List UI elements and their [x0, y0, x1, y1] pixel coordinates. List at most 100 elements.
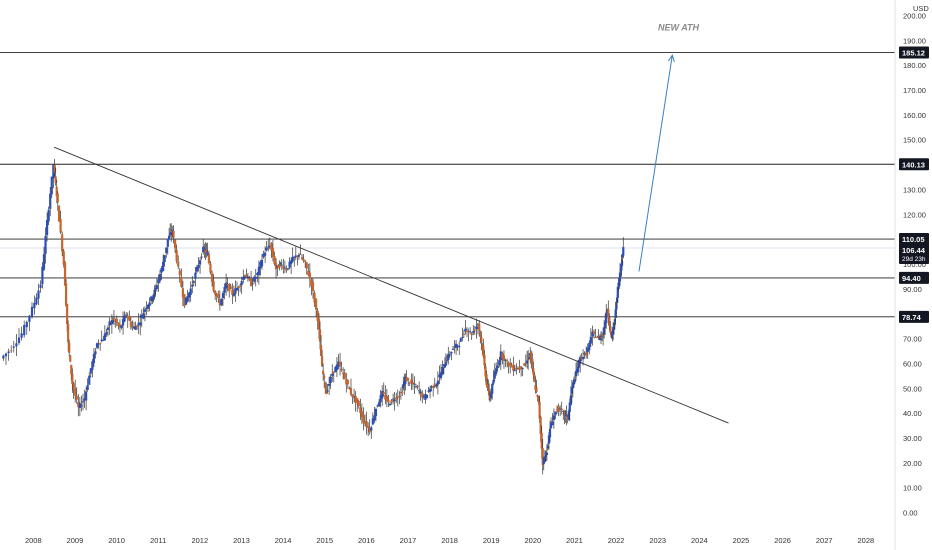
candle-up: [404, 376, 407, 385]
candle-up: [586, 347, 589, 353]
candle-down: [305, 262, 308, 269]
candle-down: [126, 315, 129, 319]
candle-up: [155, 285, 158, 290]
candle-down: [518, 367, 521, 370]
candle-down: [601, 333, 605, 336]
candle-up: [139, 322, 142, 326]
candle-up: [450, 352, 453, 354]
candle-down: [214, 290, 217, 295]
y-tick-label: 50.00: [903, 384, 922, 393]
candle-down: [311, 282, 315, 291]
x-tick-label: 2023: [649, 536, 666, 545]
candle-up: [528, 357, 531, 359]
candle-down: [510, 366, 513, 368]
y-tick-label: 30.00: [903, 434, 922, 443]
candle-down: [507, 362, 510, 367]
y-tick-label: 20.00: [903, 459, 922, 468]
candle-up: [220, 298, 223, 306]
candle-up: [577, 366, 580, 373]
candle-up: [257, 266, 260, 276]
candle-up: [186, 295, 189, 302]
candle-up: [377, 402, 381, 407]
candle-down: [563, 411, 566, 416]
x-tick-label: 2014: [275, 536, 292, 545]
candle-up: [259, 261, 262, 269]
candle-up: [516, 368, 520, 370]
candle-down: [399, 392, 403, 394]
candle-up: [461, 336, 464, 338]
candle-up: [108, 321, 111, 326]
candle-up: [260, 259, 264, 267]
candle-down: [59, 219, 62, 233]
candle-up: [441, 367, 444, 375]
candle-down: [245, 274, 248, 278]
candle-up: [402, 385, 405, 389]
y-tick-label: 160.00: [903, 111, 926, 120]
candle-up: [206, 252, 209, 256]
candle-up: [168, 235, 171, 240]
candle-up: [52, 164, 55, 179]
candle-down: [395, 397, 398, 400]
candle-down: [69, 355, 72, 362]
candle-down: [473, 329, 476, 331]
candle-down: [485, 374, 488, 386]
x-tick-label: 2020: [524, 536, 541, 545]
candle-up: [152, 294, 155, 299]
level-badge: [899, 46, 929, 59]
candle-down: [509, 362, 512, 366]
candle-up: [125, 314, 128, 316]
candle-up: [521, 367, 524, 369]
candle-up: [39, 284, 42, 288]
candle-down: [55, 186, 58, 197]
candle-down: [99, 343, 102, 345]
candle-down: [609, 326, 612, 333]
candle-up: [78, 403, 81, 408]
x-tick-label: 2009: [67, 536, 84, 545]
candle-down: [74, 388, 77, 396]
candle-up: [200, 256, 203, 258]
candle-up: [283, 267, 286, 269]
candle-up: [370, 427, 373, 431]
candle-up: [50, 176, 53, 195]
candle-down: [356, 398, 359, 404]
level-badge-label: 110.05: [902, 235, 925, 244]
candle-down: [210, 273, 214, 282]
candle-down: [136, 325, 139, 327]
candle-down: [212, 280, 215, 291]
candle-up: [562, 410, 565, 412]
candle-up: [134, 326, 137, 330]
candle-down: [560, 408, 563, 410]
candle-up: [197, 265, 200, 269]
x-axis: 2008 2009 2010 2011 2012 2013 2014 2015 2016 2017…: [25, 536, 874, 545]
trendline: [53, 146, 729, 424]
candle-down: [209, 263, 212, 273]
horizontal-levels: [0, 51, 895, 318]
candle-up: [569, 395, 572, 406]
candle-up: [232, 293, 235, 296]
candle-down: [315, 299, 318, 310]
countdown-label: 29d 23h: [902, 256, 926, 263]
candle-up: [162, 261, 165, 271]
candle-up: [153, 289, 156, 295]
candle-down: [316, 310, 319, 322]
candle-down: [215, 293, 218, 297]
candle-up: [475, 326, 478, 329]
y-tick-label: 60.00: [903, 359, 922, 368]
candle-up: [92, 353, 96, 364]
candle-up: [7, 351, 10, 354]
candle-up: [33, 303, 36, 309]
candle-up: [145, 308, 148, 310]
candle-up: [111, 320, 115, 323]
candle-up: [513, 369, 516, 371]
candle-down: [229, 286, 232, 289]
candle-down: [512, 364, 515, 371]
candle-up: [194, 272, 197, 279]
candle-down: [387, 399, 390, 402]
candle-up: [254, 276, 257, 279]
candle-up: [414, 386, 418, 388]
candle-down: [173, 239, 177, 249]
candle-down: [64, 283, 68, 306]
candle-down: [325, 389, 328, 395]
candle-up: [106, 327, 110, 330]
candle-up: [589, 336, 592, 344]
